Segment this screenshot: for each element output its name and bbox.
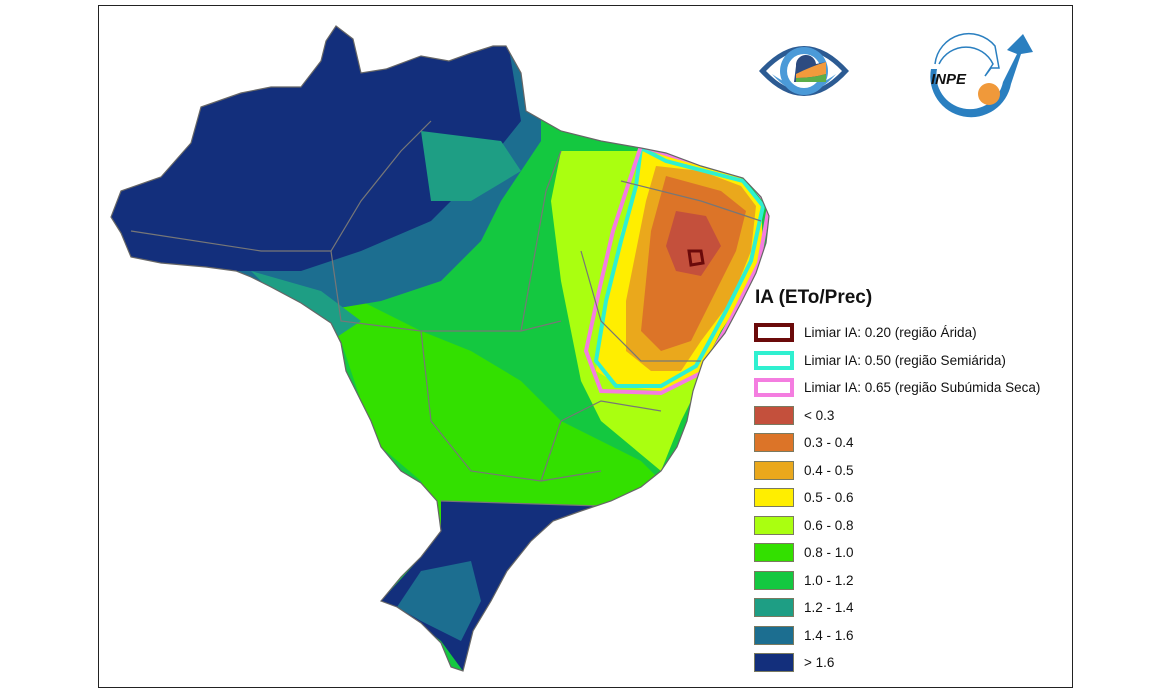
eye-logo (759, 46, 849, 96)
brazil-aridity-map (110, 25, 770, 672)
legend-label: 0.3 - 0.4 (804, 435, 854, 451)
class-swatch (754, 625, 794, 645)
legend-label: 0.6 - 0.8 (804, 517, 854, 533)
legend-item-class: > 1.6 (754, 649, 1040, 677)
legend-label: 0.4 - 0.5 (804, 462, 854, 478)
legend-item-class: 0.8 - 1.0 (754, 539, 1040, 567)
legend-item-class: < 0.3 (754, 402, 1040, 430)
legend-label: Limiar IA: 0.20 (região Árida) (804, 325, 977, 341)
legend-title: IA (ETo/Prec) (755, 287, 873, 308)
legend-item-class: 0.4 - 0.5 (754, 457, 1040, 485)
legend-label: < 0.3 (804, 407, 835, 423)
legend-item-threshold: Limiar IA: 0.50 (região Semiárida) (754, 347, 1040, 375)
class-lt-0.3 (666, 211, 721, 276)
semiarid-threshold-line (593, 144, 766, 388)
threshold-swatch (754, 378, 794, 398)
legend-label: > 1.6 (804, 655, 835, 671)
class-swatch (754, 598, 794, 618)
class-swatch (754, 488, 794, 508)
class-1.2-1.4 (421, 131, 521, 201)
legend-item-class: 1.0 - 1.2 (754, 567, 1040, 595)
class-swatch (754, 653, 794, 673)
state-borders (130, 120, 762, 507)
class-swatch (754, 570, 794, 590)
legend-item-class: 1.4 - 1.6 (754, 622, 1040, 650)
legend: IA (ETo/Prec) Limiar IA: 0.20 (região Ár… (754, 287, 1040, 677)
class-swatch (754, 515, 794, 535)
threshold-swatch (754, 323, 794, 343)
class-swatch (754, 405, 794, 425)
legend-item-threshold: Limiar IA: 0.65 (região Subúmida Seca) (754, 374, 1040, 402)
south-region-1.4-1.6 (397, 561, 481, 641)
map-frame: INPE (98, 5, 1073, 688)
legend-label: 1.4 - 1.6 (804, 627, 854, 643)
legend-item-class: 0.5 - 0.6 (754, 484, 1040, 512)
arid-threshold-line (687, 249, 705, 267)
legend-label: 0.5 - 0.6 (804, 490, 854, 506)
legend-item-class: 1.2 - 1.4 (754, 594, 1040, 622)
legend-label: Limiar IA: 0.50 (região Semiárida) (804, 352, 1006, 368)
legend-label: Limiar IA: 0.65 (região Subúmida Seca) (804, 380, 1041, 396)
legend-item-class: 0.3 - 0.4 (754, 429, 1040, 457)
inpe-logo: INPE (930, 32, 1033, 118)
class-swatch (754, 543, 794, 563)
class-0.8-1.0 (301, 301, 661, 561)
threshold-swatch (754, 350, 794, 370)
legend-label: 1.0 - 1.2 (804, 572, 854, 588)
svg-text:INPE: INPE (931, 71, 967, 88)
legend-item-class: 0.6 - 0.8 (754, 512, 1040, 540)
legend-label: 1.2 - 1.4 (804, 600, 854, 616)
class-swatch (754, 460, 794, 480)
legend-item-threshold: Limiar IA: 0.20 (região Árida) (754, 319, 1040, 347)
class-swatch (754, 433, 794, 453)
legend-label: 0.8 - 1.0 (804, 545, 854, 561)
